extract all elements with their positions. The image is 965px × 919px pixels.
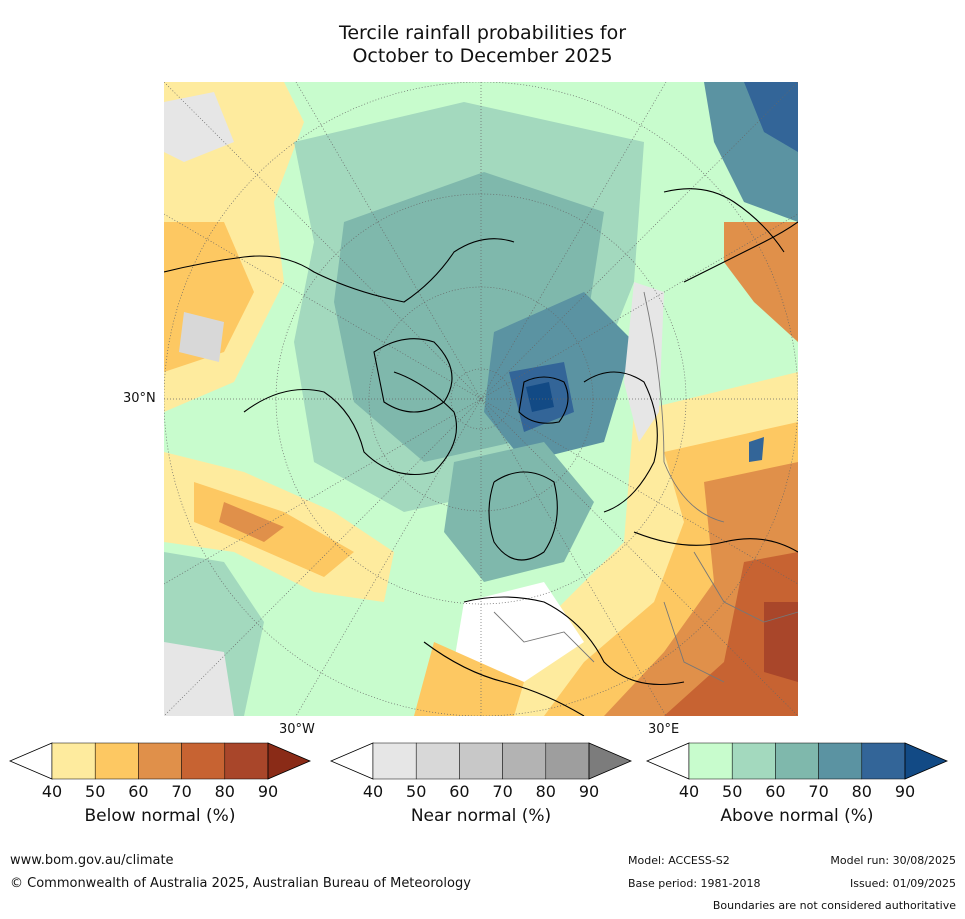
colorbar-above-tick: 40 — [678, 782, 700, 801]
colorbar-near-swatch — [502, 742, 547, 780]
colorbar-below-swatch — [51, 742, 96, 780]
colorbar-above-swatch — [775, 742, 819, 780]
near-normal-region-pacific — [179, 312, 224, 362]
colorbar-above-swatch — [861, 742, 906, 780]
colorbar-near-normal — [329, 742, 633, 780]
below-normal-region-east-asia — [724, 222, 798, 342]
footer-url: www.bom.gov.au/climate — [10, 853, 174, 868]
lon-30w-label: 30°W — [279, 722, 315, 737]
colorbar-near-title: Near normal (%) — [410, 806, 552, 826]
near-normal-region-nw — [164, 92, 234, 162]
colorbar-above-swatch — [688, 742, 733, 780]
below-normal-region-southeast-strong — [664, 552, 798, 716]
colorbar-near-under — [329, 742, 374, 780]
near-normal-region-urals — [624, 282, 664, 442]
colorbar-near-tick: 60 — [449, 782, 470, 801]
lon-30e-label: 30°E — [648, 722, 680, 737]
lat-30n-label: 30°N — [123, 391, 156, 406]
colorbar-above-tick: 60 — [765, 782, 786, 801]
probability-map — [164, 82, 798, 716]
colorbar-above-tick: 50 — [722, 782, 743, 801]
colorbar-near-swatch — [372, 742, 417, 780]
footer-copyright: © Commonwealth of Australia 2025, Austra… — [10, 876, 471, 891]
colorbar-near-svg — [329, 742, 633, 780]
footer-disclaimer: Boundaries are not considered authoritat… — [712, 899, 956, 912]
map-title-line2: October to December 2025 — [352, 45, 613, 67]
colorbar-below-tick: 40 — [41, 782, 63, 801]
colorbar-below-svg — [8, 742, 312, 780]
colorbar-above-under — [645, 742, 690, 780]
colorbar-below-tick: 60 — [128, 782, 149, 801]
colorbar-below-title: Below normal (%) — [84, 806, 236, 826]
colorbar-near-tick: 70 — [492, 782, 513, 801]
colorbar-below-tick: 90 — [257, 782, 279, 801]
above-normal-region-siberia-peak — [526, 382, 554, 412]
colorbar-below-swatch — [94, 742, 139, 780]
colorbar-above-normal — [645, 742, 949, 780]
colorbar-above-tick: 90 — [894, 782, 916, 801]
colorbar-near-tick: 80 — [535, 782, 556, 801]
colorbar-below-swatch — [181, 742, 226, 780]
colorbar-below-normal — [8, 742, 312, 780]
below-normal-region-mediterranean — [414, 642, 524, 716]
colorbar-above-svg — [645, 742, 949, 780]
neutral-region-europe — [454, 582, 584, 682]
colorbar-near-tick: 90 — [578, 782, 600, 801]
colorbar-below-swatch — [138, 742, 182, 780]
colorbar-above-swatch — [731, 742, 776, 780]
graticule — [164, 82, 798, 716]
map-title-line1: Tercile rainfall probabilities for — [338, 22, 627, 44]
colorbar-below-tick: 80 — [214, 782, 235, 801]
colorbar-near-tick: 40 — [362, 782, 384, 801]
below-normal-region-southeast-peak — [764, 602, 798, 682]
colorbar-near-swatch — [459, 742, 503, 780]
borders — [493, 291, 798, 683]
above-normal-region-ne-core — [744, 82, 798, 152]
colorbar-below-swatch — [224, 742, 269, 780]
colorbar-below-tick: 70 — [171, 782, 192, 801]
map-title: Tercile rainfall probabilities for Octob… — [0, 22, 965, 68]
above-normal-region-caspian — [749, 437, 764, 462]
above-normal-region-scandinavia — [444, 442, 594, 582]
near-normal-region-sw — [164, 642, 234, 716]
colorbar-above-tick: 80 — [851, 782, 872, 801]
colorbar-above-title: Above normal (%) — [720, 806, 874, 826]
colorbar-near-tick: 50 — [406, 782, 427, 801]
colorbar-below-over — [267, 742, 312, 780]
footer-base-period: Base period: 1981-2018 — [628, 877, 761, 890]
colorbar-near-over — [588, 742, 633, 780]
colorbar-above-tick: 70 — [808, 782, 829, 801]
footer-issued: Issued: 01/09/2025 — [849, 877, 956, 890]
colorbar-above-over — [904, 742, 949, 780]
coastlines — [164, 188, 798, 716]
colorbar-above-swatch — [818, 742, 863, 780]
colorbar-near-swatch — [415, 742, 460, 780]
footer-model-run: Model run: 30/08/2025 — [830, 854, 956, 867]
map-canvas — [164, 82, 798, 716]
footer-model: Model: ACCESS-S2 — [628, 854, 730, 867]
colorbar-near-swatch — [545, 742, 590, 780]
below-normal-region-atlantic-strong — [219, 502, 284, 542]
colorbar-below-tick: 50 — [85, 782, 106, 801]
colorbar-below-under — [8, 742, 53, 780]
